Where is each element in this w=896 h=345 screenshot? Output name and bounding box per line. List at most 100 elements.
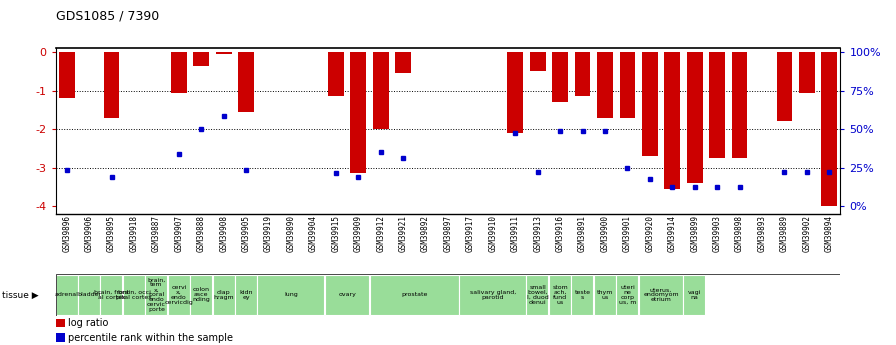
Text: kidn
ey: kidn ey bbox=[239, 290, 253, 300]
FancyBboxPatch shape bbox=[594, 275, 616, 315]
Bar bbox=[194, 52, 209, 66]
Text: GSM39887: GSM39887 bbox=[152, 215, 161, 252]
Text: GSM39898: GSM39898 bbox=[735, 215, 744, 252]
Text: uteri
ne
corp
us, m: uteri ne corp us, m bbox=[619, 285, 636, 305]
Text: adrenal: adrenal bbox=[55, 293, 79, 297]
Bar bbox=[619, 52, 635, 118]
Bar bbox=[799, 52, 814, 92]
Text: percentile rank within the sample: percentile rank within the sample bbox=[68, 333, 233, 343]
FancyBboxPatch shape bbox=[257, 275, 324, 315]
Text: brain, occi
pital cortex: brain, occi pital cortex bbox=[116, 290, 152, 300]
Text: prostate: prostate bbox=[401, 293, 427, 297]
Text: GSM39904: GSM39904 bbox=[309, 215, 318, 252]
Text: brain, front
al cortex: brain, front al cortex bbox=[94, 290, 129, 300]
Bar bbox=[687, 52, 702, 183]
Text: teste
s: teste s bbox=[574, 290, 590, 300]
Text: GSM39896: GSM39896 bbox=[62, 215, 72, 252]
Text: tissue ▶: tissue ▶ bbox=[2, 290, 39, 299]
Bar bbox=[59, 52, 74, 98]
Text: GDS1085 / 7390: GDS1085 / 7390 bbox=[56, 9, 159, 22]
FancyBboxPatch shape bbox=[100, 275, 123, 315]
Text: GSM39908: GSM39908 bbox=[220, 215, 228, 252]
Bar bbox=[597, 52, 613, 118]
Text: GSM39914: GSM39914 bbox=[668, 215, 676, 252]
Text: GSM39891: GSM39891 bbox=[578, 215, 587, 252]
FancyBboxPatch shape bbox=[460, 275, 526, 315]
FancyBboxPatch shape bbox=[190, 275, 212, 315]
Text: GSM39920: GSM39920 bbox=[645, 215, 654, 252]
FancyBboxPatch shape bbox=[123, 275, 145, 315]
Bar bbox=[642, 52, 658, 156]
FancyBboxPatch shape bbox=[56, 275, 78, 315]
Text: GSM39912: GSM39912 bbox=[376, 215, 385, 252]
Bar bbox=[822, 52, 837, 206]
Text: GSM39889: GSM39889 bbox=[780, 215, 788, 252]
Text: GSM39918: GSM39918 bbox=[130, 215, 139, 252]
Text: thym
us: thym us bbox=[597, 290, 613, 300]
Bar bbox=[171, 52, 186, 92]
FancyBboxPatch shape bbox=[324, 275, 369, 315]
FancyBboxPatch shape bbox=[527, 275, 548, 315]
FancyBboxPatch shape bbox=[616, 275, 638, 315]
Text: colon
asce
nding: colon asce nding bbox=[193, 287, 211, 303]
FancyBboxPatch shape bbox=[639, 275, 683, 315]
Text: vagi
na: vagi na bbox=[688, 290, 702, 300]
Bar bbox=[395, 52, 411, 73]
Text: GSM39902: GSM39902 bbox=[802, 215, 811, 252]
Text: diap
hragm: diap hragm bbox=[213, 290, 234, 300]
Text: GSM39916: GSM39916 bbox=[556, 215, 564, 252]
Text: uterus,
endomyom
etrium: uterus, endomyom etrium bbox=[643, 287, 679, 303]
Text: brain,
tem
x,
poral
endo
cervic
porte: brain, tem x, poral endo cervic porte bbox=[147, 277, 166, 313]
Bar bbox=[530, 52, 546, 71]
Bar bbox=[574, 52, 590, 97]
Bar bbox=[56, 319, 65, 327]
Text: GSM39895: GSM39895 bbox=[108, 215, 116, 252]
Bar bbox=[328, 52, 344, 97]
Text: GSM39894: GSM39894 bbox=[824, 215, 834, 252]
Text: cervi
x,
endo
cervicdig: cervi x, endo cervicdig bbox=[165, 285, 194, 305]
Text: GSM39909: GSM39909 bbox=[354, 215, 363, 252]
Bar bbox=[56, 274, 840, 316]
FancyBboxPatch shape bbox=[168, 275, 190, 315]
Text: GSM39913: GSM39913 bbox=[533, 215, 542, 252]
Text: ovary: ovary bbox=[338, 293, 356, 297]
Bar bbox=[104, 52, 119, 118]
Text: GSM39917: GSM39917 bbox=[466, 215, 475, 252]
Bar bbox=[56, 333, 65, 342]
Text: GSM39915: GSM39915 bbox=[332, 215, 340, 252]
Text: GSM39906: GSM39906 bbox=[85, 215, 94, 252]
FancyBboxPatch shape bbox=[549, 275, 571, 315]
Bar bbox=[665, 52, 680, 189]
Text: GSM39897: GSM39897 bbox=[444, 215, 452, 252]
Text: GSM39888: GSM39888 bbox=[197, 215, 206, 252]
Bar bbox=[507, 52, 523, 133]
Text: small
bowel,
I, duod
denui: small bowel, I, duod denui bbox=[527, 285, 548, 305]
FancyBboxPatch shape bbox=[212, 275, 235, 315]
Text: GSM39905: GSM39905 bbox=[242, 215, 251, 252]
Bar bbox=[238, 52, 254, 112]
Text: GSM39907: GSM39907 bbox=[175, 215, 184, 252]
FancyBboxPatch shape bbox=[684, 275, 705, 315]
Text: GSM39911: GSM39911 bbox=[511, 215, 520, 252]
Bar bbox=[373, 52, 389, 129]
Text: log ratio: log ratio bbox=[68, 318, 108, 328]
Bar bbox=[710, 52, 725, 158]
Text: GSM39903: GSM39903 bbox=[712, 215, 721, 252]
FancyBboxPatch shape bbox=[78, 275, 100, 315]
Text: bladder: bladder bbox=[77, 293, 101, 297]
Text: GSM39893: GSM39893 bbox=[757, 215, 766, 252]
Text: GSM39921: GSM39921 bbox=[399, 215, 408, 252]
Text: GSM39899: GSM39899 bbox=[690, 215, 699, 252]
Bar bbox=[216, 52, 231, 54]
Text: GSM39900: GSM39900 bbox=[600, 215, 609, 252]
Text: GSM39919: GSM39919 bbox=[264, 215, 273, 252]
Text: GSM39910: GSM39910 bbox=[488, 215, 497, 252]
FancyBboxPatch shape bbox=[145, 275, 168, 315]
Bar bbox=[350, 52, 366, 174]
FancyBboxPatch shape bbox=[235, 275, 257, 315]
Text: salivary gland,
parotid: salivary gland, parotid bbox=[470, 290, 516, 300]
Bar bbox=[552, 52, 568, 102]
Text: GSM39892: GSM39892 bbox=[421, 215, 430, 252]
Bar bbox=[732, 52, 747, 158]
Text: lung: lung bbox=[284, 293, 297, 297]
